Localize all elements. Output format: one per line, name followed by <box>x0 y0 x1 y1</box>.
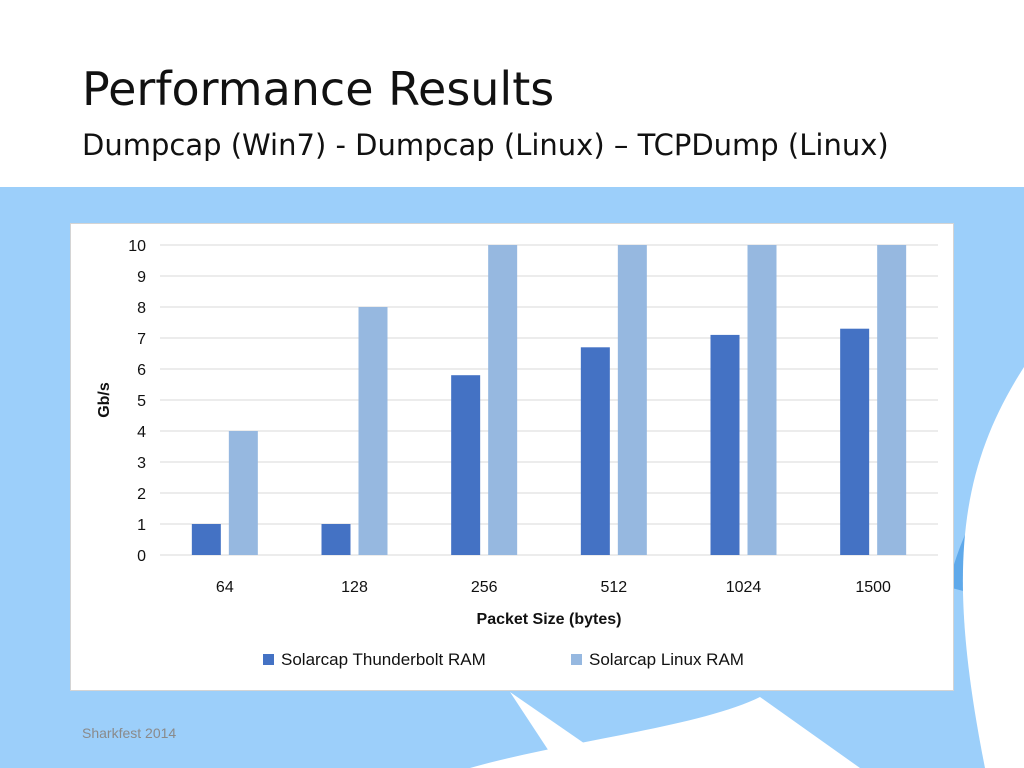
bar-1 <box>840 328 870 555</box>
bar-2 <box>877 245 907 555</box>
x-tick-label: 64 <box>216 579 234 596</box>
x-axis-title: Packet Size (bytes) <box>477 611 622 628</box>
y-tick-label: 5 <box>137 393 146 410</box>
y-tick-label: 3 <box>137 455 146 472</box>
background-white-swoosh <box>962 367 1024 768</box>
bar-chart: 0 1 2 3 4 5 6 7 8 9 10 64 128 256 512 1024 1500 Packet Si… <box>96 238 938 669</box>
y-axis-title: Gb/s <box>96 382 113 418</box>
y-tick-label: 10 <box>128 238 146 255</box>
y-tick-label: 1 <box>137 517 146 534</box>
legend-label-2: Solarcap Linux RAM <box>589 650 744 669</box>
x-tick-label: 128 <box>341 579 368 596</box>
y-tick-label: 6 <box>137 362 146 379</box>
x-tick-label: 1024 <box>726 579 762 596</box>
y-tick-label: 2 <box>137 486 146 503</box>
footer-text: Sharkfest 2014 <box>82 725 177 741</box>
bar-1 <box>451 375 481 555</box>
bar-2 <box>747 245 777 555</box>
x-tick-label: 1500 <box>855 579 891 596</box>
legend-swatch-1 <box>263 654 274 665</box>
title-area: Performance Results Dumpcap (Win7) - Dum… <box>0 0 1024 187</box>
x-tick-label: 512 <box>600 579 627 596</box>
y-tick-label: 4 <box>137 424 146 441</box>
bar-1 <box>580 347 610 555</box>
y-tick-label: 9 <box>137 269 146 286</box>
bar-2 <box>228 431 258 555</box>
slide-subtitle: Dumpcap (Win7) - Dumpcap (Linux) – TCPDu… <box>82 128 889 162</box>
bar-2 <box>617 245 647 555</box>
legend-swatch-2 <box>571 654 582 665</box>
bar-1 <box>321 524 351 555</box>
y-tick-label: 7 <box>137 331 146 348</box>
background-white-wedge <box>510 692 620 768</box>
y-tick-label: 8 <box>137 300 146 317</box>
bar-1 <box>710 334 740 555</box>
bar-2 <box>358 307 388 555</box>
bar-1 <box>191 524 221 555</box>
bar-2 <box>488 245 518 555</box>
x-tick-label: 256 <box>471 579 498 596</box>
legend-label-1: Solarcap Thunderbolt RAM <box>281 650 486 669</box>
y-tick-label: 0 <box>137 548 146 565</box>
slide-title: Performance Results <box>82 62 555 116</box>
chart-panel: 0 1 2 3 4 5 6 7 8 9 10 64 128 256 512 1024 1500 Packet Si… <box>70 223 954 691</box>
